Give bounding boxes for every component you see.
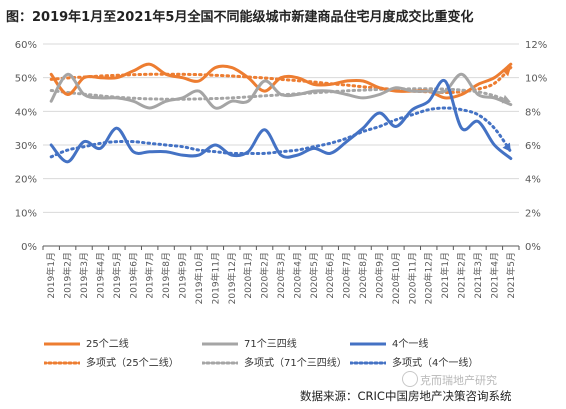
legend-item-25-second-tier: 25个二线 bbox=[44, 335, 129, 350]
x-tick-label: 2019年10月 bbox=[193, 252, 205, 304]
legend-item-71-third-fourth-tier: 71个三四线 bbox=[202, 335, 297, 350]
y-right-tick-label: 4% bbox=[525, 175, 541, 186]
x-tick-label: 2020年7月 bbox=[341, 252, 353, 299]
x-tick-label: 2019年12月 bbox=[226, 252, 238, 304]
x-tick-label: 2020年12月 bbox=[423, 252, 435, 304]
x-tick-label: 2019年5月 bbox=[111, 252, 123, 299]
legend-swatch-dotted-gray bbox=[200, 361, 240, 365]
y-right-tick-label: 2% bbox=[525, 208, 541, 219]
x-tick-label: 2020年9月 bbox=[373, 252, 385, 299]
y-right-tick-label: 6% bbox=[525, 141, 541, 152]
legend-label: 多项式（71个三四线） bbox=[244, 358, 347, 369]
source-note: 数据来源：CRIC中国房地产决策咨询系统 bbox=[300, 389, 512, 403]
y-left-tick-label: 50% bbox=[15, 74, 37, 85]
legend-swatch-dotted-orange bbox=[42, 361, 82, 365]
watermark: 克而瑞地产研究 bbox=[420, 374, 497, 387]
legend-swatch-solid-blue bbox=[350, 342, 386, 346]
y-right-tick-label: 10% bbox=[525, 74, 547, 85]
x-tick-label: 2019年7月 bbox=[144, 252, 156, 299]
x-tick-label: 2019年11月 bbox=[209, 252, 221, 304]
y-left-tick-label: 40% bbox=[15, 107, 37, 118]
x-tick-label: 2021年3月 bbox=[472, 252, 484, 299]
trend-arrowhead bbox=[502, 142, 511, 152]
x-tick-label: 2020年6月 bbox=[324, 252, 336, 299]
x-tick-label: 2020年10月 bbox=[390, 252, 402, 304]
y-right-tick-label: 8% bbox=[525, 107, 541, 118]
x-tick-label: 2019年4月 bbox=[94, 252, 106, 299]
x-tick-label: 2019年6月 bbox=[127, 252, 139, 299]
legend-label: 多项式（25个二线） bbox=[86, 358, 179, 369]
y-right-tick-label: 12% bbox=[525, 40, 547, 51]
y-left-tick-label: 10% bbox=[15, 208, 37, 219]
legend-label: 4个一线 bbox=[392, 339, 429, 350]
x-tick-label: 2020年4月 bbox=[291, 252, 303, 299]
x-tick-label: 2021年4月 bbox=[488, 252, 500, 299]
x-tick-label: 2020年8月 bbox=[357, 252, 369, 299]
y-left-tick-label: 0% bbox=[21, 242, 37, 253]
x-tick-label: 2019年8月 bbox=[160, 252, 172, 299]
x-tick-label: 2020年11月 bbox=[406, 252, 418, 304]
x-tick-label: 2020年5月 bbox=[308, 252, 320, 299]
x-tick-label: 2019年1月 bbox=[45, 252, 57, 299]
legend-item-poly-25-second-tier: 多项式（25个二线） bbox=[42, 354, 179, 369]
x-tick-label: 2019年3月 bbox=[78, 252, 90, 299]
y-left-tick-label: 60% bbox=[15, 40, 37, 51]
legend-label: 25个二线 bbox=[86, 339, 129, 350]
x-tick-label: 2021年1月 bbox=[439, 252, 451, 299]
legend-swatch-dotted-blue bbox=[348, 361, 388, 365]
x-tick-label: 2021年5月 bbox=[505, 252, 517, 299]
series-line bbox=[49, 66, 513, 94]
x-tick-label: 2019年9月 bbox=[177, 252, 189, 299]
y-right-tick-label: 0% bbox=[525, 242, 541, 253]
chart-title: 图：2019年1月至2021年5月全国不同能级城市新建商品住宅月度成交比重变化 bbox=[6, 10, 474, 25]
x-tick-label: 2020年2月 bbox=[259, 252, 271, 299]
x-tick-label: 2020年3月 bbox=[275, 252, 287, 299]
y-left-tick-label: 30% bbox=[15, 141, 37, 152]
x-tick-label: 2019年2月 bbox=[62, 252, 74, 299]
legend-item-4-first-tier: 4个一线 bbox=[350, 335, 428, 350]
legend-swatch-solid-gray bbox=[202, 342, 238, 346]
series-line bbox=[49, 106, 513, 159]
legend-label: 多项式（4个一线） bbox=[392, 358, 479, 369]
legend-label: 71个三四线 bbox=[244, 339, 297, 350]
x-tick-label: 2021年2月 bbox=[456, 252, 468, 299]
legend-swatch-solid-orange bbox=[44, 342, 80, 346]
x-tick-label: 2020年1月 bbox=[242, 252, 254, 299]
legend-item-poly-4-first-tier: 多项式（4个一线） bbox=[348, 354, 479, 369]
y-left-tick-label: 20% bbox=[15, 175, 37, 186]
legend-item-poly-71-third-fourth-tier: 多项式（71个三四线） bbox=[200, 354, 347, 369]
watermark-logo-icon bbox=[402, 371, 418, 387]
series-line bbox=[49, 78, 513, 164]
